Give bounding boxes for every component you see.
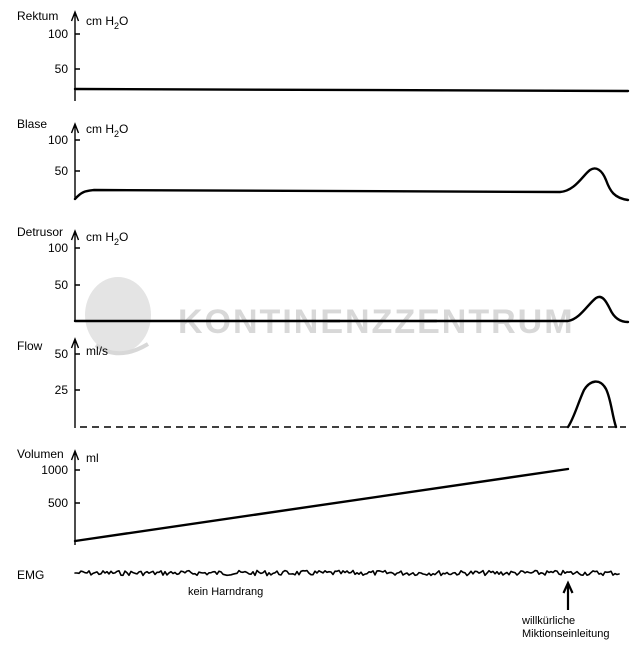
tick-label-rektum-50: 50 bbox=[55, 62, 69, 76]
y-axis-blase bbox=[70, 122, 80, 200]
trace-rektum bbox=[73, 87, 630, 93]
watermark-swirl-icon bbox=[94, 342, 150, 356]
watermark-logo-icon bbox=[85, 277, 151, 353]
tick-label-blase-50: 50 bbox=[55, 164, 69, 178]
y-axis-rektum bbox=[70, 10, 80, 101]
panel-blase: Blase cm H2O 100 50 bbox=[17, 117, 630, 202]
trace-blase bbox=[73, 167, 630, 202]
unit-label-flow: ml/s bbox=[86, 344, 108, 358]
panel-label-detrusor: Detrusor bbox=[17, 225, 63, 239]
y-axis-flow bbox=[70, 337, 80, 428]
trace-detrusor bbox=[73, 295, 630, 324]
note-willkuerliche: willkürliche bbox=[521, 615, 575, 627]
panel-emg: EMG kein Harndrang willkürliche Miktions… bbox=[17, 568, 620, 640]
note-kein-harndrang: kein Harndrang bbox=[188, 586, 263, 598]
tick-label-flow-50: 50 bbox=[55, 347, 69, 361]
panel-label-flow: Flow bbox=[17, 339, 43, 353]
watermark: KONTINENZZENTRUM bbox=[85, 277, 573, 356]
y-axis-detrusor bbox=[70, 229, 80, 322]
unit-label-volumen: ml bbox=[86, 451, 99, 465]
note-miktionseinleitung: Miktionseinleitung bbox=[522, 628, 609, 640]
y-axis-volumen bbox=[70, 449, 80, 545]
arrow-miktionseinleitung-icon bbox=[562, 580, 574, 610]
unit-label-blase: cm H2O bbox=[86, 122, 128, 139]
panel-flow: Flow ml/s 50 25 bbox=[17, 337, 626, 429]
panel-rektum: Rektum cm H2O 100 50 bbox=[17, 9, 630, 101]
tick-label-detrusor-50: 50 bbox=[55, 278, 69, 292]
tick-label-flow-25: 25 bbox=[55, 383, 69, 397]
tick-label-detrusor-100: 100 bbox=[48, 241, 68, 255]
panel-label-volumen: Volumen bbox=[17, 447, 64, 461]
tick-label-volumen-1000: 1000 bbox=[41, 463, 68, 477]
trace-volumen bbox=[73, 467, 570, 543]
panel-detrusor: Detrusor cm H2O 100 50 bbox=[17, 225, 630, 324]
panel-label-rektum: Rektum bbox=[17, 9, 58, 23]
panel-label-emg: EMG bbox=[17, 568, 44, 582]
unit-label-rektum: cm H2O bbox=[86, 14, 128, 31]
panel-volumen: Volumen ml 1000 500 bbox=[17, 447, 570, 545]
tick-label-rektum-100: 100 bbox=[48, 27, 68, 41]
panel-label-blase: Blase bbox=[17, 117, 47, 131]
unit-label-detrusor: cm H2O bbox=[86, 230, 128, 247]
tick-label-blase-100: 100 bbox=[48, 133, 68, 147]
trace-flow bbox=[566, 380, 618, 429]
trace-emg bbox=[74, 569, 620, 577]
tick-label-volumen-500: 500 bbox=[48, 496, 68, 510]
